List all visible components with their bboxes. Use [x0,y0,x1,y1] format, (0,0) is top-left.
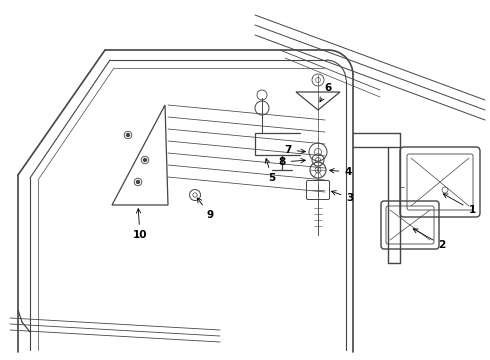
Circle shape [137,180,140,184]
Text: 3: 3 [332,191,354,203]
Text: 8: 8 [278,157,305,167]
Text: 9: 9 [197,198,214,220]
Circle shape [144,158,147,162]
Text: 4: 4 [330,167,352,177]
Text: 7: 7 [284,145,305,155]
Text: 5: 5 [265,158,275,183]
Text: 6: 6 [320,83,332,102]
Text: 2: 2 [413,229,445,250]
Text: 1: 1 [443,194,476,215]
Text: 10: 10 [133,209,147,240]
Circle shape [126,134,129,136]
